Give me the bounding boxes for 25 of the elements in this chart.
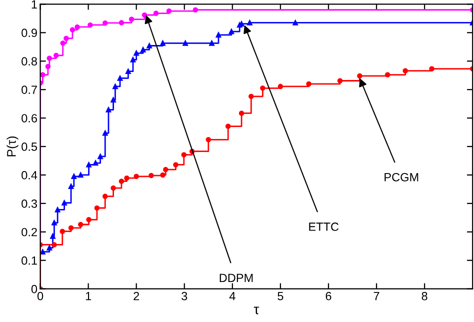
- x-tick-label: 3: [182, 292, 188, 300]
- annotation: ETTC: [309, 222, 339, 231]
- y-tick-label: 0.9: [22, 28, 37, 38]
- y-tick-label: 0: [31, 284, 38, 294]
- y-tick-label: 1: [32, 0, 37, 8]
- x-tick-label: 8: [422, 292, 428, 300]
- annotation: PCGM: [384, 173, 418, 182]
- y-tick-label: 0.1: [22, 256, 37, 265]
- y-tick-label: 0.6: [22, 114, 37, 122]
- x-tick-label: 6: [326, 292, 332, 300]
- y-tick-label: 0.5: [22, 142, 38, 151]
- x-tick-label: 0: [37, 292, 44, 300]
- x-tick-label: 4: [229, 292, 236, 300]
- y-axis-title: P(τ): [6, 136, 18, 156]
- y-tick-label: 0.2: [22, 228, 37, 236]
- y-tick-label: 0.7: [22, 86, 37, 94]
- x-tick-label: 5: [278, 292, 284, 300]
- x-tick-label: 7: [374, 292, 380, 300]
- y-tick-label: 0.3: [22, 199, 37, 208]
- y-tick-label: 0.8: [22, 57, 37, 66]
- annotation: DDPM: [220, 274, 253, 282]
- x-tick-label: 2: [134, 292, 140, 300]
- y-tick-label: 0.4: [22, 171, 38, 180]
- x-tick-label: 1: [86, 292, 92, 300]
- x-axis-title: τ: [254, 306, 260, 314]
